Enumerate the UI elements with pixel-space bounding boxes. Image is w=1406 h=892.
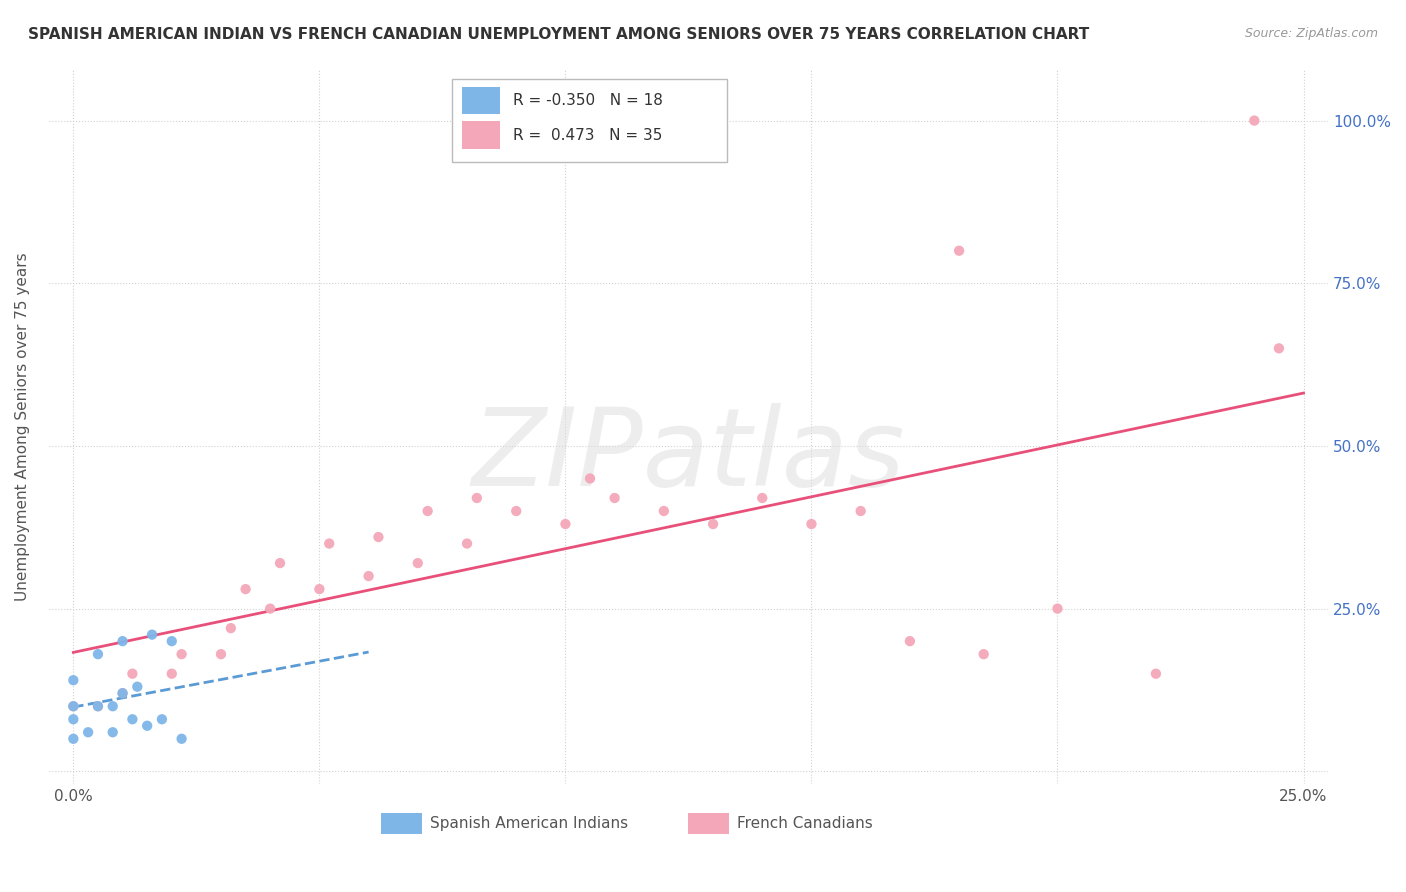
Point [318,536,340,550]
Point [973,647,995,661]
Point [269,556,291,570]
Y-axis label: Unemployment Among Seniors over 75 years: Unemployment Among Seniors over 75 years [15,252,30,600]
Point [111,634,134,648]
Point [87,699,110,714]
Point [416,504,439,518]
Point [62,699,84,714]
Point [505,504,527,518]
Point [111,686,134,700]
Point [141,627,163,641]
Point [465,491,488,505]
FancyBboxPatch shape [463,87,501,114]
Text: ZIPatlas: ZIPatlas [471,402,905,508]
Point [308,582,330,596]
Point [603,491,626,505]
Point [160,634,183,648]
Point [62,673,84,688]
Point [456,536,478,550]
Point [702,516,724,531]
Point [121,712,143,726]
Point [800,516,823,531]
Point [849,504,872,518]
Point [1046,601,1069,615]
Text: Spanish American Indians: Spanish American Indians [430,816,628,831]
Point [1144,666,1167,681]
Point [219,621,242,635]
FancyBboxPatch shape [689,813,730,834]
Point [1268,342,1291,356]
Point [121,666,143,681]
Point [235,582,257,596]
Point [62,731,84,746]
Text: French Canadians: French Canadians [737,816,873,831]
Point [898,634,921,648]
Point [170,731,193,746]
Text: R = -0.350   N = 18: R = -0.350 N = 18 [513,94,664,108]
Point [579,471,602,485]
Point [1243,113,1265,128]
Point [554,516,576,531]
Point [367,530,389,544]
Point [150,712,173,726]
Point [406,556,429,570]
FancyBboxPatch shape [463,121,501,149]
Text: SPANISH AMERICAN INDIAN VS FRENCH CANADIAN UNEMPLOYMENT AMONG SENIORS OVER 75 YE: SPANISH AMERICAN INDIAN VS FRENCH CANADI… [28,27,1090,42]
Point [127,680,149,694]
Point [87,699,110,714]
Point [111,686,134,700]
Point [62,699,84,714]
Point [77,725,100,739]
Point [259,601,281,615]
Text: R =  0.473   N = 35: R = 0.473 N = 35 [513,128,662,143]
Point [170,647,193,661]
Point [101,699,124,714]
Point [136,719,159,733]
Point [948,244,970,258]
Point [101,725,124,739]
Point [751,491,773,505]
Point [357,569,380,583]
FancyBboxPatch shape [381,813,422,834]
FancyBboxPatch shape [451,79,727,161]
Point [62,712,84,726]
Point [87,647,110,661]
Point [652,504,675,518]
Point [160,666,183,681]
Point [209,647,232,661]
Text: Source: ZipAtlas.com: Source: ZipAtlas.com [1244,27,1378,40]
